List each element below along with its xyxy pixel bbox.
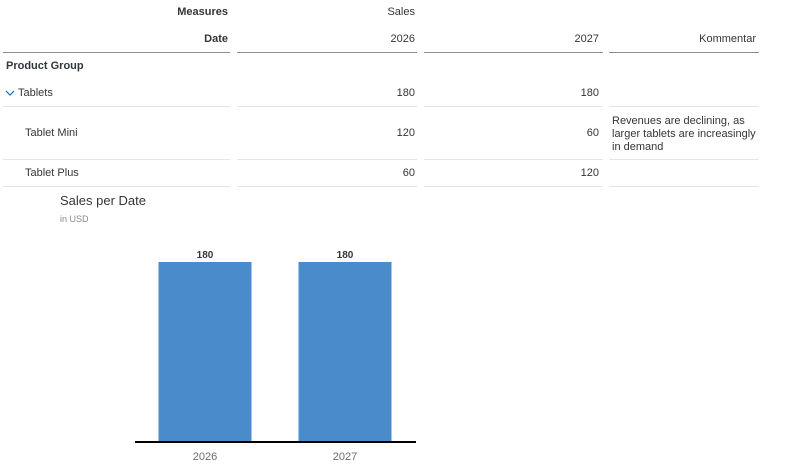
chart-subtitle: in USD xyxy=(60,214,89,224)
row-name-tablets[interactable]: Tablets xyxy=(18,87,53,99)
row-divider xyxy=(237,186,417,187)
date-header: Date xyxy=(204,33,228,45)
row-divider xyxy=(609,186,759,187)
header-divider xyxy=(609,52,759,53)
row-divider xyxy=(424,186,603,187)
bar-2027[interactable] xyxy=(298,262,392,442)
row-divider xyxy=(609,106,759,107)
header-divider xyxy=(3,52,230,53)
header-divider xyxy=(237,52,417,53)
measures-value-header: Sales xyxy=(387,6,415,18)
measures-header: Measures xyxy=(177,6,228,18)
x-tick-label-2027: 2027 xyxy=(333,451,357,463)
col-2026-header[interactable]: 2026 xyxy=(390,33,415,45)
row-divider xyxy=(237,159,417,160)
chevron-down-icon[interactable] xyxy=(5,88,15,98)
row-value-2027[interactable]: 180 xyxy=(580,87,599,99)
col-2027-header[interactable]: 2027 xyxy=(574,33,599,45)
row-comment[interactable]: Revenues are declining, as larger tablet… xyxy=(612,115,756,153)
row-value-2026[interactable]: 60 xyxy=(402,167,415,179)
row-name-tablet-mini[interactable]: Tablet Mini xyxy=(25,127,78,139)
product-group-header: Product Group xyxy=(6,60,84,72)
header-divider xyxy=(424,52,603,53)
row-value-2026[interactable]: 180 xyxy=(396,87,415,99)
row-value-2027[interactable]: 120 xyxy=(580,167,599,179)
comment-col-header[interactable]: Kommentar xyxy=(699,33,756,45)
row-divider xyxy=(424,106,603,107)
row-divider xyxy=(3,106,230,107)
row-divider xyxy=(424,159,603,160)
row-value-2027[interactable]: 60 xyxy=(586,127,599,139)
row-divider xyxy=(237,106,417,107)
bar-2026[interactable] xyxy=(158,262,252,442)
data-label-2027: 180 xyxy=(337,250,354,261)
chart-title: Sales per Date xyxy=(60,193,146,208)
row-divider xyxy=(609,159,759,160)
data-label-2026: 180 xyxy=(197,250,214,261)
row-divider xyxy=(3,159,230,160)
row-divider xyxy=(3,186,230,187)
x-tick-label-2026: 2026 xyxy=(193,451,217,463)
row-value-2026[interactable]: 120 xyxy=(396,127,415,139)
row-name-tablet-plus[interactable]: Tablet Plus xyxy=(25,167,79,179)
